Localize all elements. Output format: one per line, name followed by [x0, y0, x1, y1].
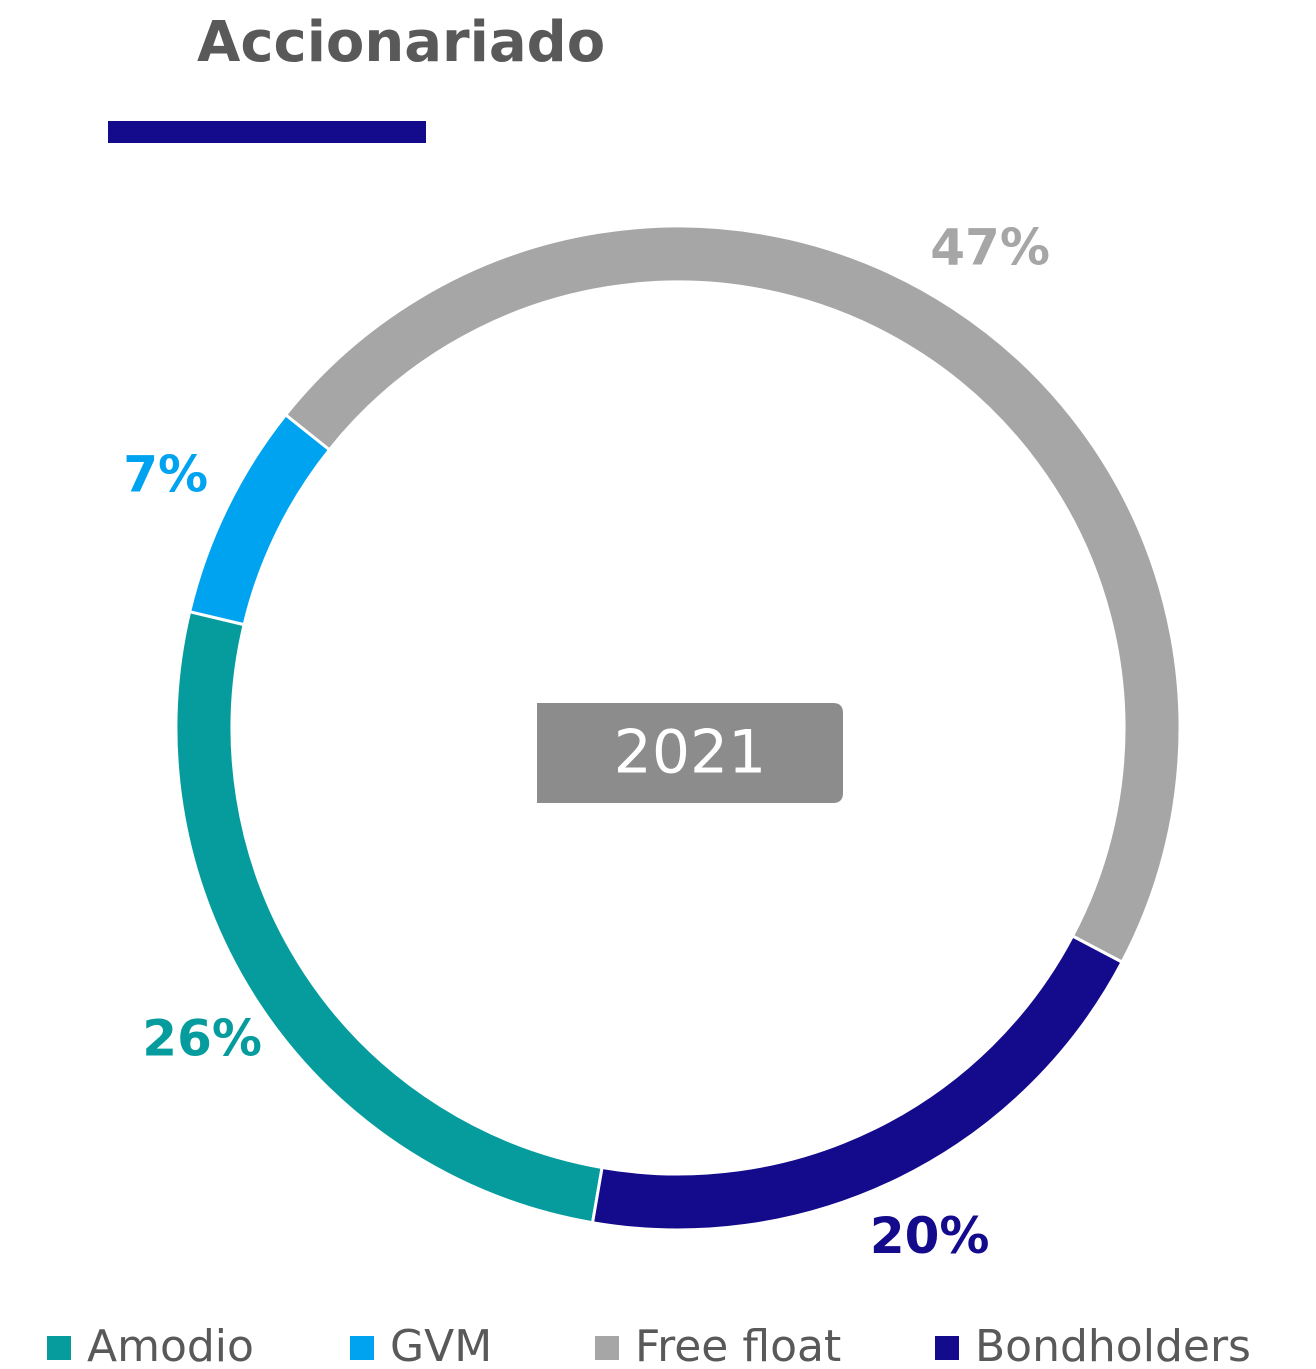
legend-label: Bondholders [975, 1321, 1251, 1369]
data-label: 20% [870, 1207, 990, 1265]
legend-label: Amodio [87, 1321, 254, 1369]
legend-label: GVM [390, 1321, 492, 1369]
legend-swatch [935, 1336, 959, 1360]
center-label: 2021 [614, 718, 767, 788]
title-underline [108, 121, 426, 143]
legend-swatch [595, 1336, 619, 1360]
data-label: 7% [123, 446, 208, 504]
center-label-box [537, 703, 843, 803]
chart-title: Accionariado [197, 10, 605, 75]
data-label: 47% [930, 219, 1050, 277]
legend-swatch [47, 1336, 71, 1360]
donut-segment [283, 224, 1182, 965]
donut-segment [590, 933, 1125, 1232]
donut-segment [187, 412, 332, 627]
legend-label: Free float [635, 1321, 841, 1369]
data-label: 26% [142, 1009, 262, 1067]
legend-swatch [350, 1336, 374, 1360]
